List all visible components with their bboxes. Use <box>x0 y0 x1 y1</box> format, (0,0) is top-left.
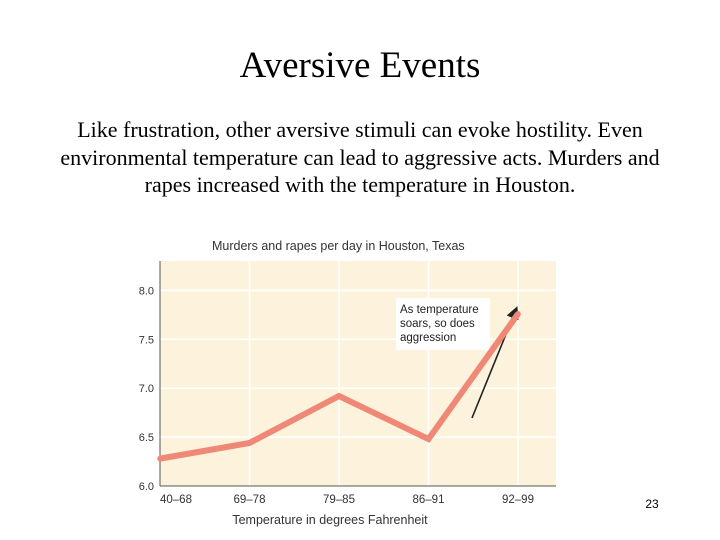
plot-background <box>160 261 556 486</box>
temperature-aggression-chart: Murders and rapes per day in Houston, Te… <box>139 239 556 527</box>
x-tick-label: 79–85 <box>323 494 355 506</box>
data-point <box>515 311 521 317</box>
annotation-line: soars, so does <box>400 318 475 330</box>
axes <box>159 261 556 487</box>
data-point <box>336 393 342 399</box>
x-tick-label: 69–78 <box>234 494 266 506</box>
y-tick-labels: 6.0 6.5 7.0 7.5 8.0 <box>139 285 154 493</box>
y-tick-label: 7.0 <box>139 383 154 395</box>
y-tick-label: 6.5 <box>139 432 154 444</box>
data-point <box>425 436 432 442</box>
y-tick-label: 6.0 <box>139 481 154 493</box>
annotation-text: As temperature soars, so does aggression <box>400 304 479 344</box>
page-number: 23 <box>645 497 659 511</box>
annotation-line: As temperature <box>400 304 479 316</box>
y-tick-label: 7.5 <box>139 334 154 346</box>
x-tick-labels: 40–68 69–78 79–85 86–91 92–99 <box>160 494 534 506</box>
slide-title: Aversive Events <box>239 45 481 86</box>
data-point <box>157 455 163 462</box>
series <box>157 311 521 462</box>
annotation: As temperature soars, so does aggression <box>396 298 519 419</box>
data-point <box>246 440 253 446</box>
x-tick-label: 40–68 <box>160 494 192 506</box>
annotation-line: aggression <box>400 332 456 344</box>
slide-body-text: Like frustration, other aversive stimuli… <box>60 117 660 197</box>
x-tick-label: 92–99 <box>502 494 534 506</box>
y-tick-label: 8.0 <box>139 285 154 297</box>
x-axis-label: Temperature in degrees Fahrenheit <box>232 513 428 527</box>
chart-title: Murders and rapes per day in Houston, Te… <box>212 239 465 253</box>
x-tick-label: 86–91 <box>413 494 445 506</box>
annotation-box <box>396 298 490 350</box>
